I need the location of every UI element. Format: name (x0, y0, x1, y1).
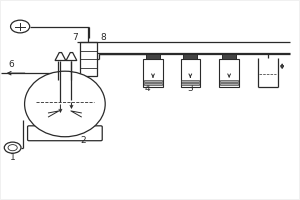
Ellipse shape (25, 71, 105, 137)
Circle shape (4, 142, 21, 153)
Text: 8: 8 (100, 33, 106, 42)
Circle shape (8, 145, 17, 151)
Bar (181, 59, 200, 87)
Text: 1: 1 (10, 153, 16, 162)
Text: 2: 2 (80, 136, 86, 145)
Polygon shape (55, 53, 66, 61)
Bar (220, 80, 238, 82)
FancyBboxPatch shape (28, 126, 102, 141)
Circle shape (11, 20, 30, 33)
Bar (144, 80, 162, 82)
Bar (144, 83, 162, 85)
Text: 3: 3 (188, 84, 193, 93)
Bar (219, 59, 239, 87)
Bar (183, 54, 197, 59)
Bar (80, 42, 97, 76)
Text: 4: 4 (144, 84, 150, 93)
Bar (220, 83, 238, 85)
Bar (222, 54, 236, 59)
Bar (181, 80, 200, 82)
Bar (181, 83, 200, 85)
Text: 7: 7 (73, 33, 78, 42)
Bar (146, 54, 160, 59)
Text: 6: 6 (8, 60, 14, 69)
Polygon shape (66, 53, 77, 61)
Bar (143, 59, 163, 87)
